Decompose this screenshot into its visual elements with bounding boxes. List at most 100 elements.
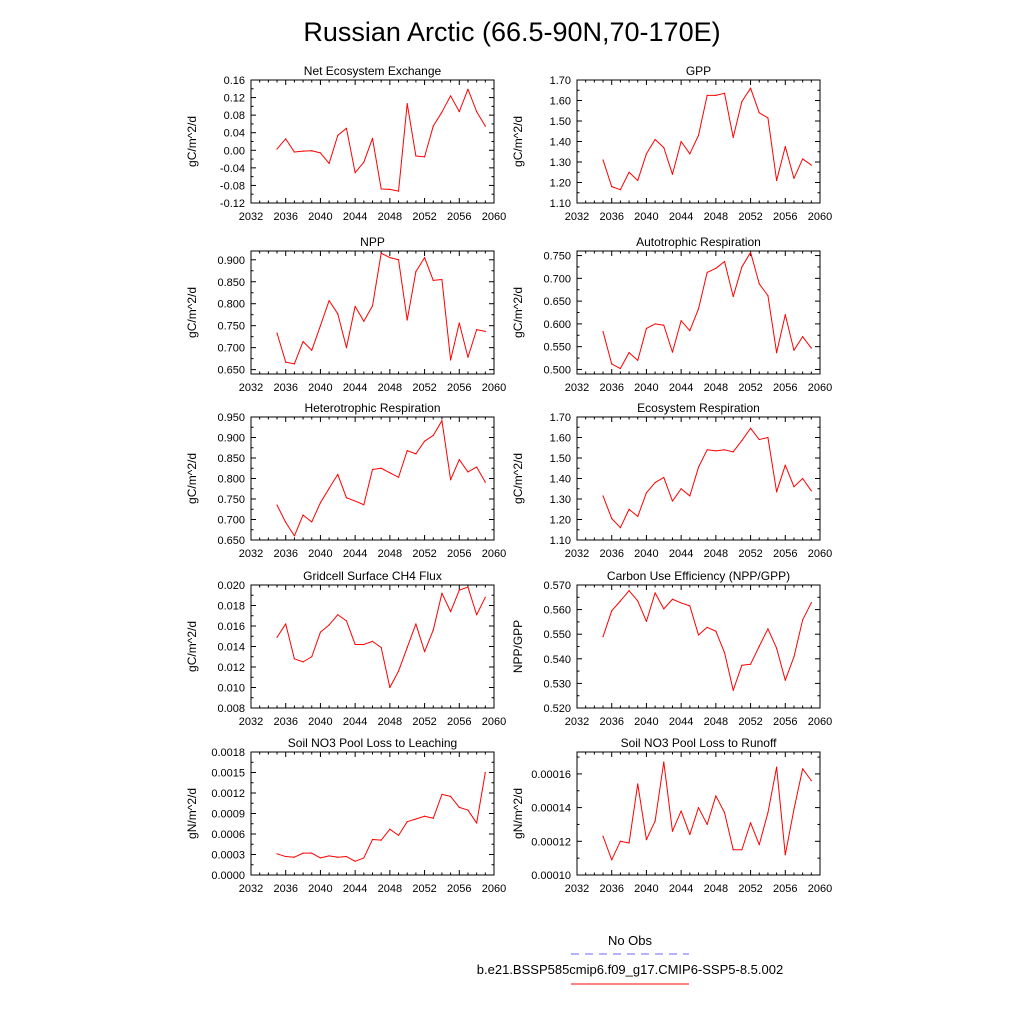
data-point (467, 88, 469, 90)
y-tick-label: 0.00012 (531, 836, 571, 848)
panel-5: Heterotrophic Respiration gC/m^2/d 2032 203… (185, 401, 506, 560)
data-point (680, 488, 682, 490)
data-point (602, 331, 604, 333)
data-point (619, 367, 621, 370)
x-tick-label: 2036 (599, 716, 623, 728)
data-point (697, 466, 700, 468)
y-tick-label: 0.850 (217, 453, 245, 465)
x-tick-label: 2052 (412, 382, 436, 394)
data-point (328, 162, 330, 165)
data-point (302, 852, 304, 854)
y-tick-label: 0.700 (217, 343, 245, 355)
x-tick-label: 2032 (565, 883, 589, 895)
panel-3: NPP gC/m^2/d 2032 2036 2040 2044 2048 2052 2056 2… (185, 235, 506, 394)
panel-title: Net Ecosystem Exchange (304, 64, 442, 78)
data-point (354, 305, 356, 307)
data-point (802, 619, 804, 621)
data-point (345, 127, 348, 129)
data-point (432, 279, 434, 282)
x-tick-label: 2032 (239, 716, 263, 728)
data-point (406, 821, 408, 823)
data-point (432, 817, 434, 819)
data-point (363, 857, 365, 859)
data-point (389, 828, 391, 830)
x-tick-label: 2048 (704, 382, 728, 394)
series-line (602, 427, 812, 529)
data-point (645, 620, 648, 623)
data-point (680, 140, 682, 143)
x-tick-label: 2032 (565, 382, 589, 394)
data-point (810, 490, 812, 492)
data-point (441, 111, 443, 113)
data-point (371, 305, 374, 307)
data-point (749, 251, 752, 253)
data-point (484, 596, 486, 598)
data-point (311, 521, 313, 523)
data-point (758, 844, 760, 846)
data-point (423, 256, 426, 259)
data-point (697, 634, 700, 636)
panel-6: Ecosystem Respiration gC/m^2/d 2032 2036 204… (511, 401, 832, 560)
x-tick-label: 2044 (669, 548, 693, 560)
y-tick-label: 0.00016 (531, 769, 571, 781)
data-point (776, 766, 778, 768)
x-tick-label: 2048 (378, 883, 402, 895)
x-tick-label: 2056 (773, 211, 797, 223)
x-tick-label: 2036 (599, 211, 623, 223)
plot-frame (576, 584, 821, 709)
figure-title: Russian Arctic (66.5-90N,70-170E) (303, 17, 720, 47)
y-tick-label: -0.04 (220, 163, 245, 175)
y-tick-label: 0.0000 (211, 870, 245, 882)
data-point (467, 586, 469, 588)
x-tick-label: 2048 (378, 548, 402, 560)
data-point (293, 658, 295, 660)
data-point (380, 188, 382, 190)
series-line (276, 252, 486, 365)
data-point (450, 795, 452, 798)
x-tick-label: 2060 (808, 716, 832, 728)
x-tick-label: 2044 (669, 883, 693, 895)
data-point (645, 327, 648, 330)
x-tick-label: 2036 (599, 382, 623, 394)
data-point (423, 651, 426, 653)
x-tick-label: 2060 (482, 716, 506, 728)
data-point (441, 793, 443, 795)
data-point (458, 111, 460, 113)
data-point (767, 117, 769, 119)
y-tick-label: 0.00 (224, 145, 245, 157)
data-point (663, 761, 665, 763)
data-point (415, 453, 417, 455)
x-tick-label: 2036 (599, 548, 623, 560)
data-point (371, 640, 374, 642)
x-tick-label: 2048 (378, 211, 402, 223)
x-tick-label: 2060 (482, 211, 506, 223)
data-point (345, 347, 348, 349)
data-point (697, 807, 700, 809)
data-point (706, 823, 708, 826)
y-tick-label: 0.900 (217, 255, 245, 267)
data-point (293, 535, 295, 537)
data-point (645, 839, 648, 841)
data-point (793, 177, 795, 179)
x-tick-label: 2048 (378, 716, 402, 728)
data-point (706, 449, 708, 451)
x-tick-label: 2040 (308, 382, 332, 394)
plot-frame (250, 416, 495, 541)
x-tick-label: 2032 (239, 548, 263, 560)
data-point (458, 322, 460, 324)
data-point (276, 332, 278, 334)
data-point (645, 153, 648, 155)
data-point (784, 314, 786, 316)
data-point (328, 624, 330, 626)
data-point (397, 476, 400, 478)
y-tick-label: -0.08 (220, 180, 245, 192)
data-point (389, 472, 391, 474)
x-tick-label: 2044 (343, 211, 367, 223)
panel-4: Autotrophic Respiration gC/m^2/d 2032 2036 2… (511, 235, 832, 394)
y-tick-label: 0.020 (217, 580, 245, 592)
x-tick-label: 2060 (482, 883, 506, 895)
x-tick-label: 2044 (343, 883, 367, 895)
y-tick-label: 0.010 (217, 683, 245, 695)
data-point (450, 611, 452, 613)
